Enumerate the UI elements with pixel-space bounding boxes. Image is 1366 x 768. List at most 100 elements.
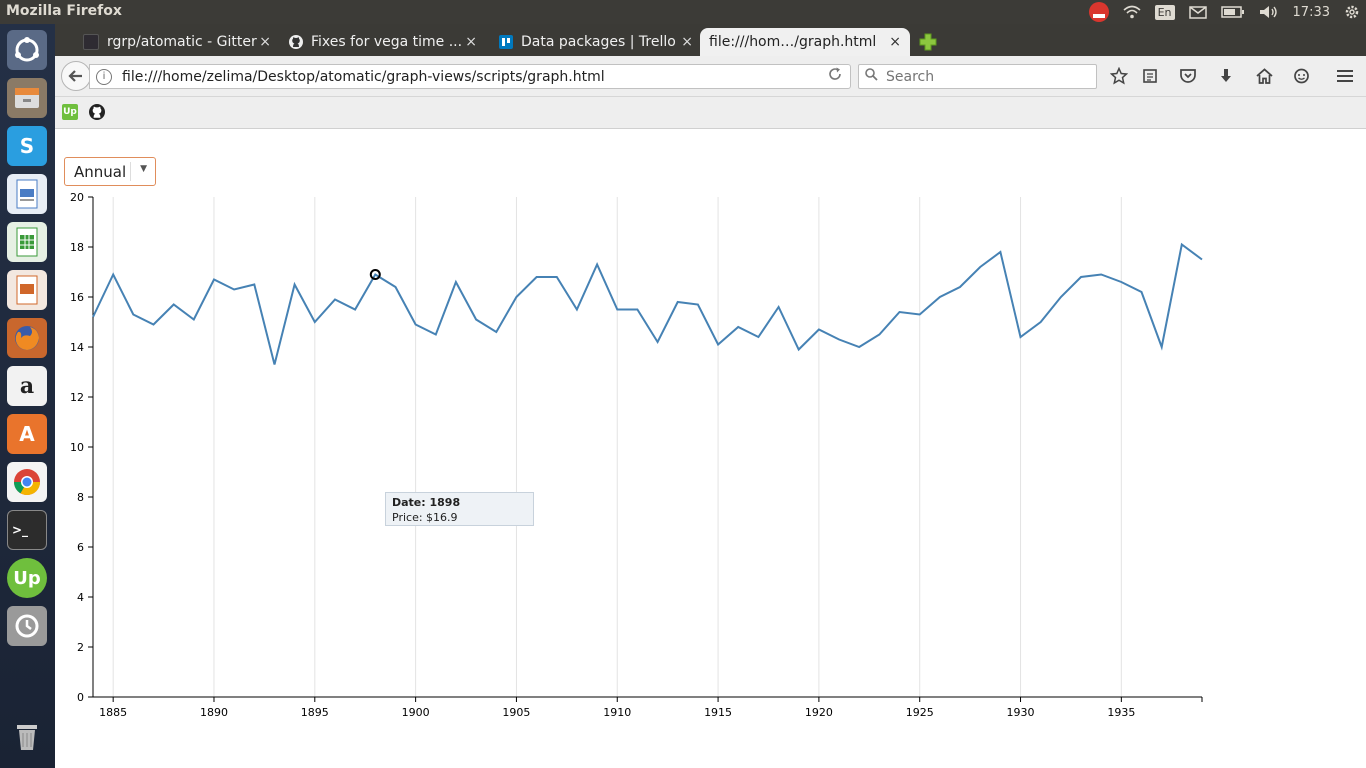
mail-icon[interactable] — [1188, 5, 1207, 19]
y-tick-label: 20 — [70, 191, 84, 204]
indicator-area: En 17:33 — [1088, 0, 1360, 24]
gitter-favicon-icon — [83, 34, 99, 50]
tab-graph[interactable]: file:///hom…/graph.html × — [700, 28, 910, 56]
battery-icon[interactable] — [1220, 6, 1245, 18]
upwork-icon[interactable]: Up — [7, 558, 47, 598]
x-tick-label: 1895 — [301, 706, 329, 719]
data-point — [614, 307, 620, 313]
download-icon[interactable] — [1215, 65, 1237, 87]
site-info-icon[interactable]: i — [96, 68, 112, 85]
x-tick-label: 1910 — [603, 706, 631, 719]
clock[interactable]: 17:33 — [1292, 4, 1330, 20]
search-bar[interactable] — [858, 64, 1097, 89]
tab-bar: rgrp/atomatic - Gitter × Fixes for vega … — [55, 24, 1366, 56]
data-point — [271, 362, 277, 368]
writer-icon[interactable] — [7, 174, 47, 214]
price-line-chart: 1885 1890 1895 1900 1905 1910 1915 1920 1925 1930… — [70, 191, 1205, 719]
trash-icon[interactable] — [7, 716, 47, 756]
chevron-down-icon[interactable]: ▼ — [140, 164, 147, 174]
upwork-bookmark-icon[interactable]: Up — [62, 104, 78, 120]
x-tick-label: 1885 — [99, 706, 127, 719]
data-point — [231, 287, 237, 293]
tab-trello[interactable]: Data packages | Trello × — [499, 28, 693, 56]
hamburger-menu-icon[interactable] — [1334, 65, 1356, 87]
data-point — [1018, 334, 1024, 340]
tab-gitter[interactable]: rgrp/atomatic - Gitter × — [83, 28, 271, 56]
y-tick-label: 8 — [77, 491, 84, 504]
reload-icon[interactable] — [828, 67, 842, 85]
page-content: 1885 1890 1895 1900 1905 1910 1915 1920 1925 1930… — [55, 129, 1366, 768]
x-tick-label: 1930 — [1007, 706, 1035, 719]
url-text[interactable]: file:///home/zelima/Desktop/atomatic/gra… — [122, 68, 605, 85]
y-tick-label: 14 — [70, 341, 84, 354]
search-input[interactable] — [884, 67, 1088, 86]
reading-list-icon[interactable] — [1139, 65, 1161, 87]
data-point — [1038, 319, 1044, 325]
firefox-icon[interactable] — [7, 318, 47, 358]
data-point — [392, 284, 398, 290]
data-point — [655, 339, 661, 345]
data-point — [715, 342, 721, 348]
amazon-icon[interactable]: a — [7, 366, 47, 406]
data-point — [816, 327, 822, 333]
tab-label: rgrp/atomatic - Gitter — [107, 34, 257, 50]
system-updates-icon[interactable] — [7, 606, 47, 646]
data-point — [130, 312, 136, 318]
data-point — [110, 272, 116, 278]
software-center-icon[interactable]: A — [7, 414, 47, 454]
new-tab-plus-icon[interactable] — [919, 33, 937, 51]
data-point — [796, 347, 802, 353]
pocket-icon[interactable] — [1177, 65, 1199, 87]
data-point — [171, 302, 177, 308]
data-point — [493, 329, 499, 335]
gear-icon[interactable] — [1344, 4, 1360, 20]
data-point — [634, 307, 640, 313]
data-point — [1139, 289, 1145, 295]
data-point — [897, 309, 903, 315]
data-point — [150, 322, 156, 328]
data-point — [1118, 279, 1124, 285]
close-icon[interactable]: × — [889, 34, 901, 50]
github-bookmark-icon[interactable] — [89, 104, 105, 120]
data-point — [413, 322, 419, 328]
data-point — [957, 284, 963, 290]
close-icon[interactable]: × — [681, 34, 693, 50]
data-point — [937, 294, 943, 300]
keyboard-layout-indicator[interactable]: En — [1154, 4, 1175, 20]
chrome-icon[interactable] — [7, 462, 47, 502]
period-select[interactable]: Annual ▼ — [64, 157, 156, 186]
period-select-value: Annual — [74, 162, 127, 181]
nav-bar: i file:///home/zelima/Desktop/atomatic/g… — [55, 56, 1366, 97]
data-point — [917, 312, 923, 318]
data-point — [1179, 242, 1185, 248]
data-point — [1199, 257, 1205, 263]
data-point — [856, 344, 862, 350]
impress-icon[interactable] — [7, 270, 47, 310]
bookmark-star-icon[interactable] — [1108, 65, 1130, 87]
github-icon — [289, 35, 303, 49]
files-icon[interactable] — [7, 78, 47, 118]
url-bar[interactable]: i file:///home/zelima/Desktop/atomatic/g… — [89, 64, 851, 89]
calc-icon[interactable] — [7, 222, 47, 262]
ubuntu-dash-icon[interactable] — [7, 30, 47, 70]
volume-icon[interactable] — [1259, 5, 1279, 19]
tooltip-price: Price: $16.9 — [392, 511, 458, 524]
status-indicator-icon[interactable] — [1088, 2, 1109, 22]
y-tick-label: 0 — [77, 691, 84, 704]
data-point — [997, 249, 1003, 255]
y-tick-label: 2 — [77, 641, 84, 654]
y-tick-label: 10 — [70, 441, 84, 454]
back-button[interactable] — [61, 61, 91, 91]
x-tick-label: 1890 — [200, 706, 228, 719]
data-point — [554, 274, 560, 280]
terminal-icon[interactable]: >_ — [7, 510, 47, 550]
close-icon[interactable]: × — [259, 34, 271, 50]
close-icon[interactable]: × — [465, 34, 477, 50]
data-point — [312, 319, 318, 325]
hello-chat-icon[interactable] — [1290, 65, 1312, 87]
bookmarks-bar: Up — [55, 97, 1366, 129]
tab-github[interactable]: Fixes for vega time ... × — [289, 28, 477, 56]
wifi-icon[interactable] — [1123, 5, 1141, 19]
home-icon[interactable] — [1253, 65, 1275, 87]
skype-icon[interactable]: S — [7, 126, 47, 166]
